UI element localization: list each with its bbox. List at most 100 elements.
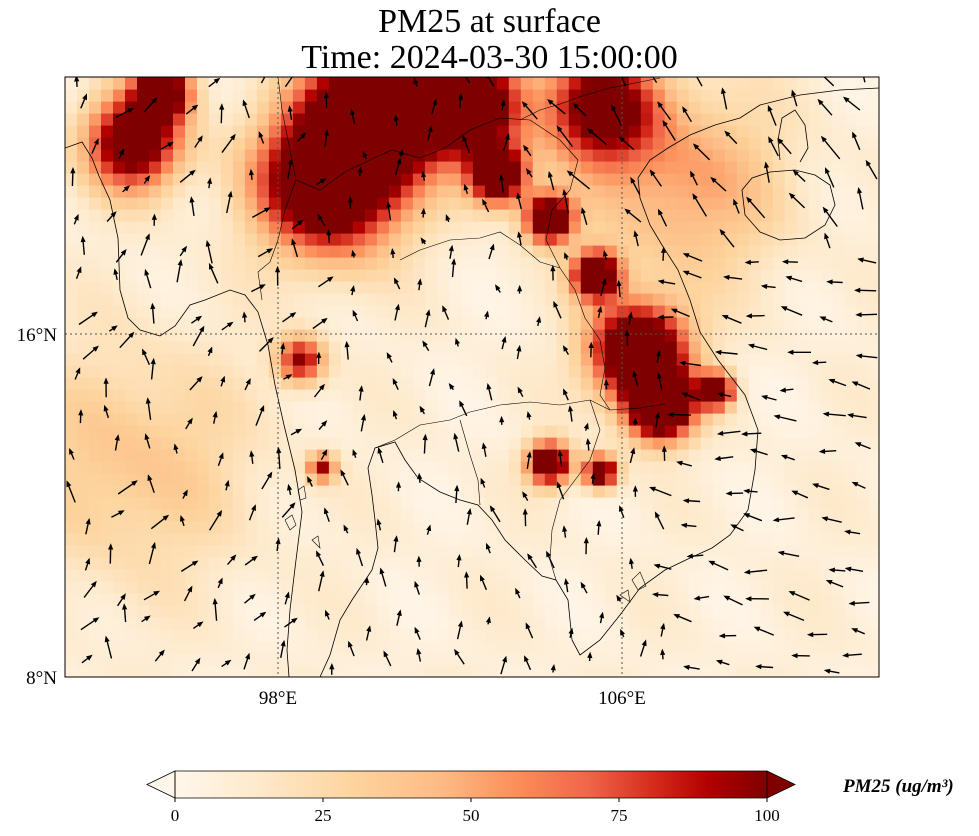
pm25-cell	[772, 281, 786, 294]
pm25-cell	[556, 113, 570, 126]
pm25-cell	[580, 197, 594, 210]
wind-arrow-head	[264, 207, 271, 213]
pm25-cell	[508, 245, 522, 258]
pm25-cell	[868, 557, 879, 570]
pm25-cell	[256, 557, 270, 570]
pm25-cell	[220, 341, 234, 354]
pm25-cell	[400, 365, 414, 378]
pm25-cell	[412, 125, 426, 138]
pm25-cell	[137, 125, 150, 138]
pm25-cell	[388, 569, 402, 582]
wind-arrow-head	[733, 198, 738, 206]
pm25-cell	[868, 281, 879, 294]
pm25-cell	[292, 329, 306, 342]
wind-arrow-head	[624, 208, 631, 215]
pm25-cell	[676, 605, 690, 618]
pm25-cell	[568, 581, 582, 594]
pm25-cell	[808, 545, 822, 558]
wind-arrow-head	[543, 50, 549, 56]
pm25-cell	[328, 533, 342, 546]
pm25-cell	[304, 629, 318, 642]
pm25-cell	[137, 641, 150, 654]
pm25-cell	[101, 137, 114, 150]
pm25-cell	[520, 437, 534, 450]
pm25-cell	[808, 209, 822, 222]
pm25-cell	[340, 617, 354, 630]
pm25-cell	[736, 653, 750, 666]
pm25-cell	[280, 353, 294, 366]
pm25-cell	[700, 509, 714, 522]
pm25-cell	[328, 521, 342, 534]
pm25-cell	[388, 77, 402, 90]
pm25-cell	[604, 641, 618, 654]
pm25-cell	[208, 101, 222, 114]
pm25-cell	[268, 509, 282, 522]
colorbar-extend-max	[766, 770, 796, 799]
pm25-cell	[101, 569, 114, 582]
pm25-cell	[472, 161, 486, 174]
pm25-cell	[364, 317, 378, 330]
pm25-cell	[760, 497, 774, 510]
pm25-cell	[724, 209, 738, 222]
pm25-cell	[592, 533, 606, 546]
pm25-cell	[125, 173, 138, 186]
pm25-cell	[137, 665, 150, 677]
pm25-cell	[820, 461, 834, 474]
pm25-cell	[65, 89, 78, 102]
pm25-cell	[101, 197, 114, 210]
pm25-cell	[101, 329, 114, 342]
pm25-cell	[628, 521, 642, 534]
pm25-cell	[460, 173, 474, 186]
pm25-cell	[185, 281, 198, 294]
wind-arrow-head	[772, 517, 780, 523]
pm25-cell	[592, 365, 606, 378]
pm25-cell	[316, 161, 330, 174]
pm25-cell	[580, 89, 594, 102]
pm25-cell	[616, 485, 630, 498]
pm25-cell	[376, 665, 390, 677]
pm25-cell	[149, 569, 162, 582]
wind-arrow-head	[69, 448, 74, 455]
pm25-cell	[604, 329, 618, 342]
pm25-cell	[568, 161, 582, 174]
pm25-cell	[796, 89, 810, 102]
pm25-cell	[820, 497, 834, 510]
pm25-cell	[616, 77, 630, 90]
pm25-cell	[125, 317, 138, 330]
pm25-cell	[556, 557, 570, 570]
pm25-cell	[424, 473, 438, 486]
pm25-cell	[89, 365, 102, 378]
pm25-cell	[304, 617, 318, 630]
pm25-cell	[137, 185, 150, 198]
pm25-cell	[149, 413, 162, 426]
pm25-cell	[400, 653, 414, 666]
pm25-cell	[760, 437, 774, 450]
pm25-cell	[364, 293, 378, 306]
pm25-cell	[448, 269, 462, 282]
wind-arrow-head	[326, 229, 332, 236]
pm25-cell	[388, 557, 402, 570]
pm25-cell	[844, 281, 858, 294]
pm25-cell	[268, 293, 282, 306]
pm25-cell	[292, 593, 306, 606]
pm25-cell	[868, 401, 879, 414]
pm25-cell	[101, 269, 114, 282]
pm25-cell	[328, 473, 342, 486]
wind-arrow-head	[723, 595, 731, 601]
wind-arrow-head	[80, 235, 86, 243]
pm25-cell	[496, 521, 510, 534]
pm25-cell	[424, 425, 438, 438]
pm25-cell	[712, 281, 726, 294]
pm25-cell	[364, 269, 378, 282]
map-panel: 98°E 106°E 16°N 8°N	[17, 50, 880, 709]
pm25-cell	[268, 77, 282, 90]
pm25-cell	[424, 557, 438, 570]
pm25-cell	[688, 197, 702, 210]
pm25-cell	[436, 389, 450, 402]
pm25-cell	[197, 557, 210, 570]
pm25-cell	[856, 77, 870, 90]
pm25-cell	[208, 125, 222, 138]
pm25-cell	[820, 365, 834, 378]
pm25-cell	[640, 473, 654, 486]
pm25-cell	[604, 557, 618, 570]
